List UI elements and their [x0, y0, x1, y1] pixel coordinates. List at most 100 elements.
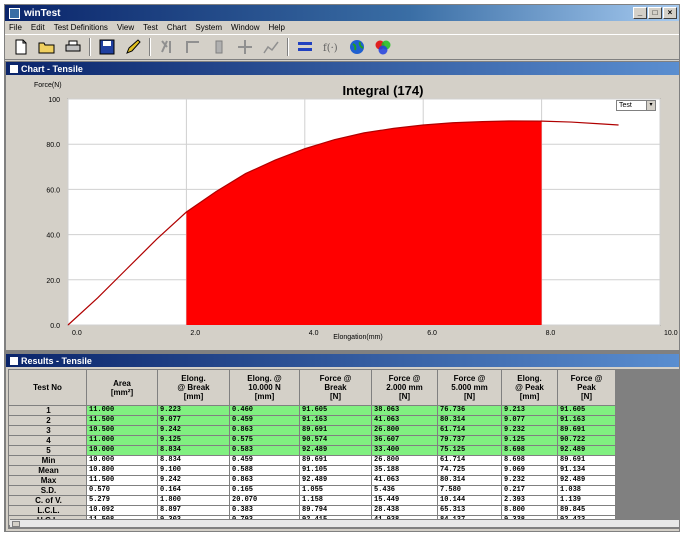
table-cell[interactable]: 10.092: [86, 505, 158, 516]
results-window-titlebar[interactable]: Results - Tensile: [6, 354, 679, 367]
table-cell[interactable]: 9.077: [501, 415, 558, 426]
table-cell[interactable]: 38.063: [371, 405, 438, 416]
chart-window-titlebar[interactable]: Chart - Tensile: [6, 62, 679, 75]
table-cell[interactable]: 92.489: [557, 445, 616, 456]
table-cell[interactable]: 41.063: [371, 415, 438, 426]
table-cell[interactable]: 9.232: [501, 475, 558, 486]
table-cell[interactable]: 9.242: [157, 475, 230, 486]
bars-icon[interactable]: [295, 37, 315, 57]
table-cell[interactable]: 9.125: [157, 435, 230, 446]
statistics-row[interactable]: C. of V. 5.279 1.800 20.070 1.158 15.449 10.14…: [8, 495, 616, 506]
scrollbar-thumb[interactable]: [12, 521, 20, 527]
menu-file[interactable]: File: [9, 23, 22, 32]
table-cell[interactable]: 9.232: [501, 425, 558, 436]
column-header[interactable]: Elong. @ 10.000 N [mm]: [229, 369, 300, 406]
function-icon[interactable]: f(·): [321, 37, 341, 57]
menu-test-definitions[interactable]: Test Definitions: [53, 23, 108, 32]
table-cell[interactable]: 91.605: [557, 405, 616, 416]
cross-icon[interactable]: [235, 37, 255, 57]
table-row[interactable]: 5 10.000 8.834 0.583 92.489 33.400 75.125 8.698…: [8, 445, 616, 456]
table-cell[interactable]: 9.242: [157, 425, 230, 436]
close-button[interactable]: ×: [663, 7, 677, 19]
table-cell[interactable]: 9.125: [501, 435, 558, 446]
table-cell[interactable]: 11.500: [86, 475, 158, 486]
table-cell[interactable]: 0.575: [229, 435, 300, 446]
column-header[interactable]: Force @ 2.000 mm [N]: [371, 369, 438, 406]
column-header[interactable]: Test No: [8, 369, 87, 406]
table-cell[interactable]: 10.000: [86, 455, 158, 466]
table-cell[interactable]: 80.314: [437, 475, 502, 486]
table-cell[interactable]: 90.722: [557, 435, 616, 446]
table-cell[interactable]: 10.800: [86, 465, 158, 476]
globe-icon[interactable]: [347, 37, 367, 57]
table-cell[interactable]: 89.794: [299, 505, 372, 516]
column-header[interactable]: Elong. @ Peak [mm]: [501, 369, 558, 406]
table-row[interactable]: 2 11.500 9.077 0.459 91.163 41.063 80.314 9.077…: [8, 415, 616, 426]
table-cell[interactable]: 5.279: [86, 495, 158, 506]
table-cell[interactable]: 0.460: [229, 405, 300, 416]
menu-edit[interactable]: Edit: [30, 23, 45, 32]
table-cell[interactable]: 91.163: [299, 415, 372, 426]
table-cell[interactable]: 8.800: [501, 505, 558, 516]
table-cell[interactable]: 76.736: [437, 405, 502, 416]
table-cell[interactable]: 75.125: [437, 445, 502, 456]
table-cell[interactable]: 9.223: [157, 405, 230, 416]
statistics-row[interactable]: L.C.L. 10.092 8.897 0.383 89.794 28.438 65.313…: [8, 505, 616, 516]
minimize-button[interactable]: _: [633, 7, 647, 19]
table-cell[interactable]: 0.588: [229, 465, 300, 476]
table-cell[interactable]: 92.489: [299, 475, 372, 486]
table-cell[interactable]: 9.077: [157, 415, 230, 426]
table-cell[interactable]: 26.800: [371, 425, 438, 436]
table-cell[interactable]: 0.459: [229, 415, 300, 426]
table-cell[interactable]: 89.845: [557, 505, 616, 516]
table-cell[interactable]: 61.714: [437, 455, 502, 466]
table-cell[interactable]: 90.574: [299, 435, 372, 446]
table-cell[interactable]: 11.500: [86, 415, 158, 426]
table-cell[interactable]: 0.217: [501, 485, 558, 496]
table-cell[interactable]: 80.314: [437, 415, 502, 426]
table-cell[interactable]: 91.105: [299, 465, 372, 476]
table-cell[interactable]: 7.580: [437, 485, 502, 496]
table-cell[interactable]: 2.393: [501, 495, 558, 506]
table-cell[interactable]: 0.164: [157, 485, 230, 496]
statistics-row[interactable]: Mean 10.800 9.100 0.588 91.105 35.188 74.725 9.…: [8, 465, 616, 476]
table-cell[interactable]: 1.038: [557, 485, 616, 496]
table-cell[interactable]: 0.459: [229, 455, 300, 466]
table-cell[interactable]: 0.383: [229, 505, 300, 516]
specimen-icon[interactable]: [209, 37, 229, 57]
table-cell[interactable]: 8.897: [157, 505, 230, 516]
table-cell[interactable]: 89.691: [299, 425, 372, 436]
table-cell[interactable]: 1.800: [157, 495, 230, 506]
table-cell[interactable]: 91.134: [557, 465, 616, 476]
table-cell[interactable]: 89.691: [557, 455, 616, 466]
column-header[interactable]: Force @ 5.000 mm [N]: [437, 369, 502, 406]
color-wheel-icon[interactable]: [373, 37, 393, 57]
table-cell[interactable]: 89.691: [557, 425, 616, 436]
menu-chart[interactable]: Chart: [166, 23, 187, 32]
table-cell[interactable]: 61.714: [437, 425, 502, 436]
table-cell[interactable]: 0.583: [229, 445, 300, 456]
table-cell[interactable]: 15.449: [371, 495, 438, 506]
table-cell[interactable]: 8.834: [157, 455, 230, 466]
table-cell[interactable]: 9.069: [501, 465, 558, 476]
table-cell[interactable]: 11.000: [86, 405, 158, 416]
table-cell[interactable]: 10.000: [86, 445, 158, 456]
table-cell[interactable]: 1.055: [299, 485, 372, 496]
table-cell[interactable]: 79.737: [437, 435, 502, 446]
tools-icon[interactable]: [157, 37, 177, 57]
table-cell[interactable]: 91.605: [299, 405, 372, 416]
column-header[interactable]: Force @ Peak [N]: [557, 369, 616, 406]
print-icon[interactable]: [63, 37, 83, 57]
table-cell[interactable]: 8.698: [501, 445, 558, 456]
table-cell[interactable]: 9.213: [501, 405, 558, 416]
table-row[interactable]: 1 11.000 9.223 0.460 91.605 38.063 76.736 9.213…: [8, 405, 616, 416]
column-header[interactable]: Area [mm²]: [86, 369, 158, 406]
table-cell[interactable]: 0.863: [229, 425, 300, 436]
statistics-row[interactable]: Min 10.000 8.834 0.459 89.691 26.800 61.714 8.6…: [8, 455, 616, 466]
table-cell[interactable]: 65.313: [437, 505, 502, 516]
new-icon[interactable]: [11, 37, 31, 57]
open-icon[interactable]: [37, 37, 57, 57]
table-cell[interactable]: 33.400: [371, 445, 438, 456]
statistics-row[interactable]: Max 11.500 9.242 0.863 92.489 41.063 80.314 9.2…: [8, 475, 616, 486]
table-cell[interactable]: 92.489: [299, 445, 372, 456]
